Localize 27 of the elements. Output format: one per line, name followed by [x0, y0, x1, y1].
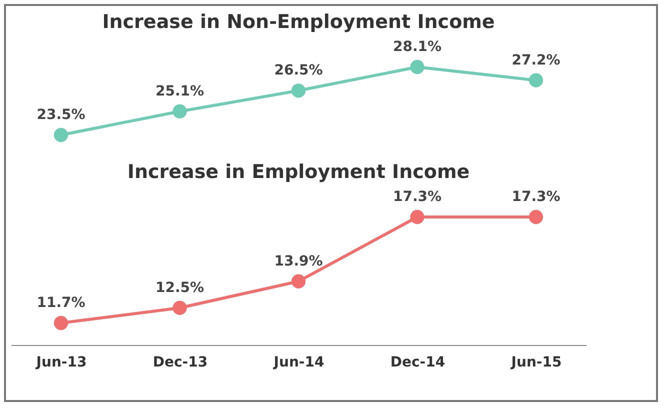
point — [410, 60, 424, 74]
point — [410, 210, 424, 224]
point — [172, 300, 187, 315]
point — [291, 84, 306, 98]
point — [172, 104, 187, 118]
point — [528, 73, 544, 88]
x-tick-label: Dec-13 — [152, 354, 208, 370]
data-label: 27.2% — [512, 52, 560, 68]
data-label: 23.5% — [36, 107, 86, 123]
data-label: 13.9% — [274, 253, 323, 270]
chart-title: Increase in Employment Income — [127, 161, 470, 183]
point — [54, 316, 68, 330]
data-label: 25.1% — [155, 83, 204, 100]
point — [528, 210, 544, 224]
x-tick-label: Jun-15 — [510, 354, 562, 370]
data-label: 17.3% — [392, 189, 442, 205]
chart-title: Increase in Non-Employment Income — [102, 11, 495, 33]
x-tick-label: Dec-14 — [390, 354, 446, 370]
x-tick-label: Jun-13 — [35, 354, 87, 370]
point — [54, 128, 68, 142]
data-label: 12.5% — [155, 280, 204, 296]
x-tick-label: Jun-14 — [272, 354, 324, 370]
data-label: 28.1% — [392, 39, 442, 55]
data-label: 11.7% — [36, 295, 86, 311]
data-label: 17.3% — [512, 189, 560, 205]
point — [291, 274, 306, 288]
data-label: 26.5% — [274, 62, 323, 79]
